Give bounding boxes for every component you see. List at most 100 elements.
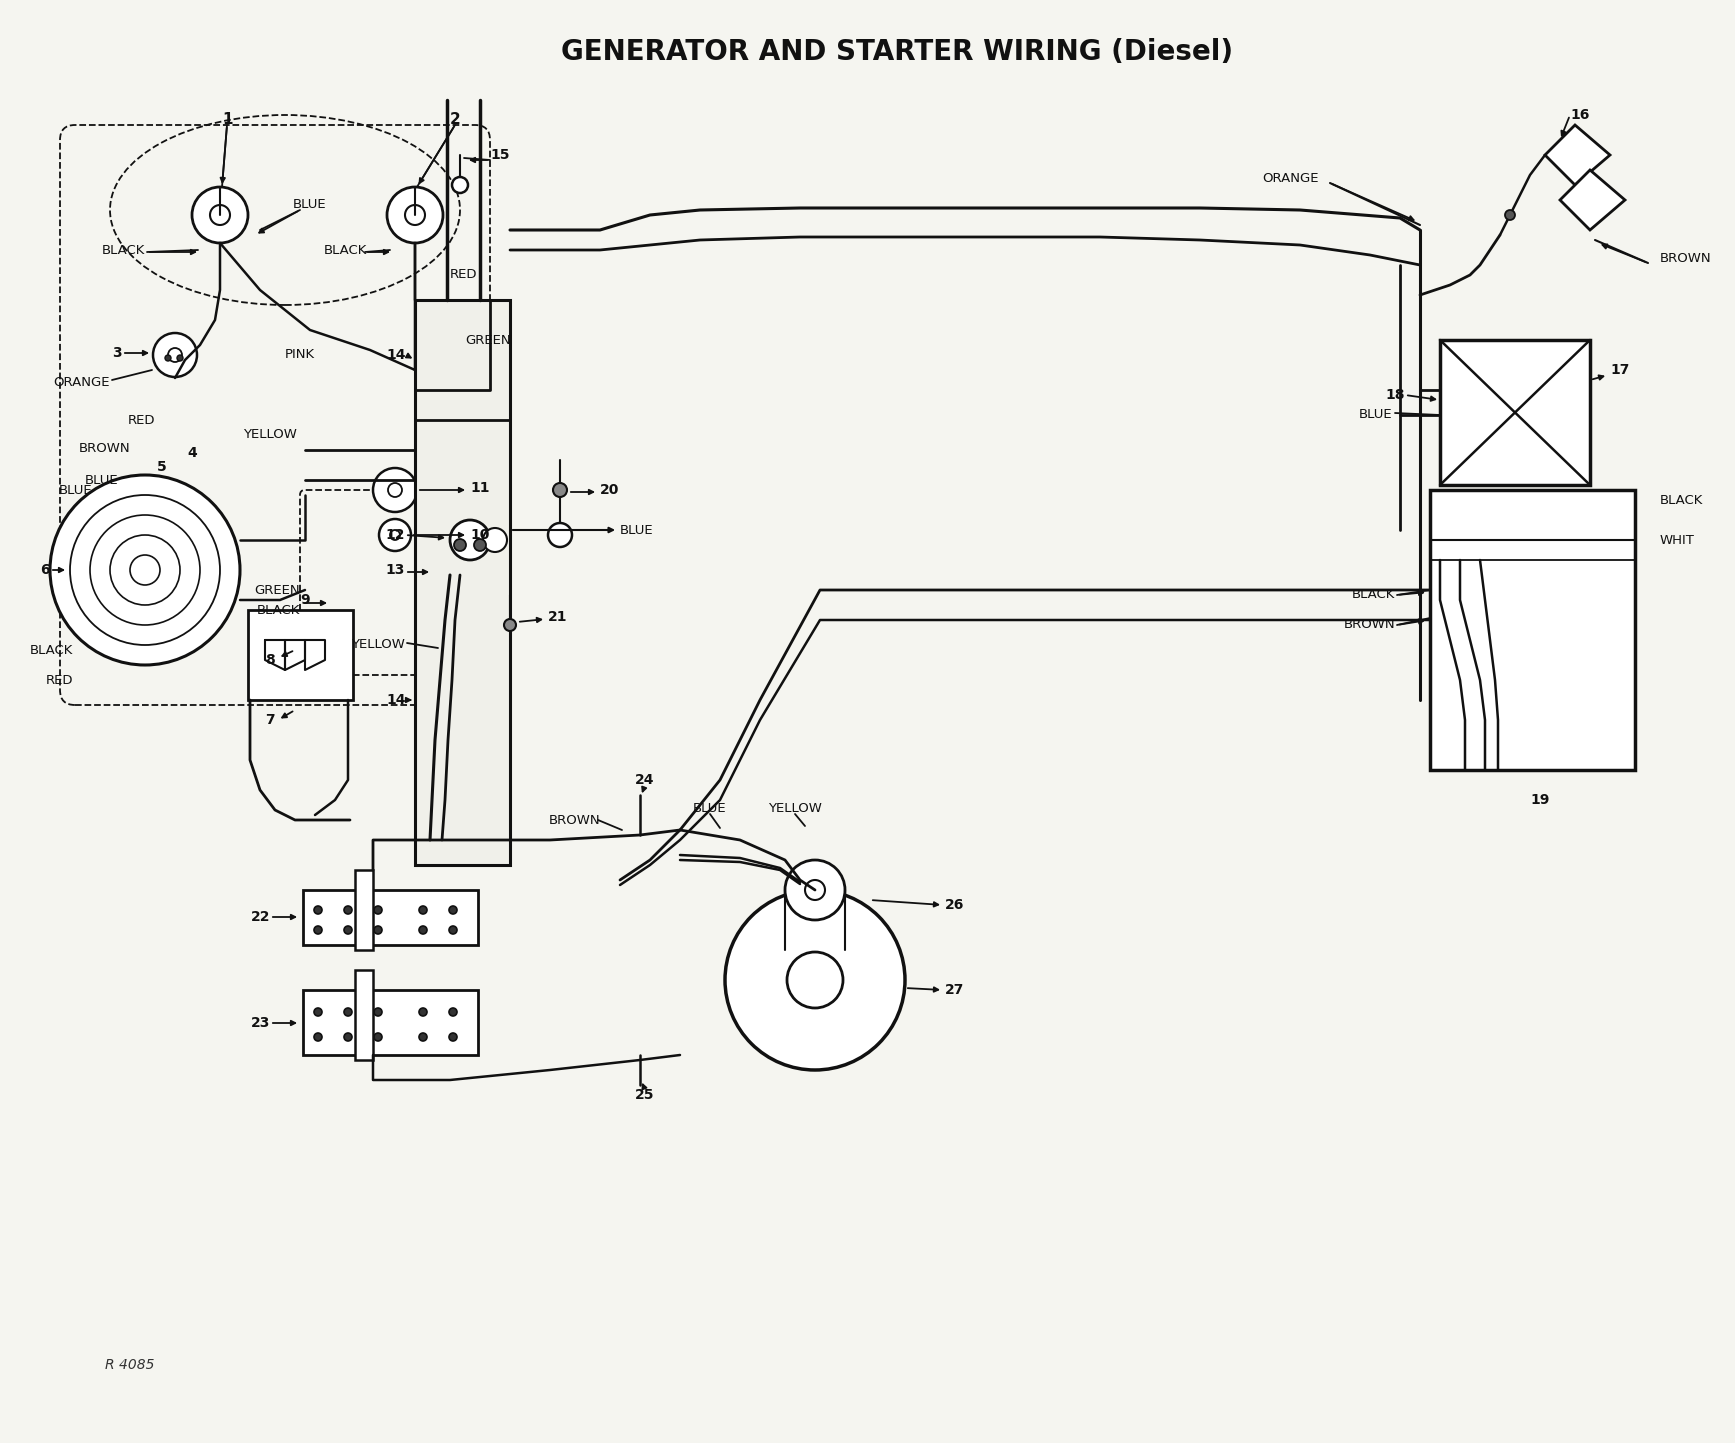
Text: BLUE: BLUE <box>619 524 654 537</box>
Text: 6: 6 <box>40 563 50 577</box>
Text: 1: 1 <box>222 113 232 127</box>
Text: RED: RED <box>449 268 477 281</box>
Text: BLACK: BLACK <box>257 603 300 616</box>
Circle shape <box>548 522 573 547</box>
Text: 5: 5 <box>158 460 167 473</box>
Circle shape <box>418 1009 427 1016</box>
Circle shape <box>378 519 411 551</box>
Text: BROWN: BROWN <box>1660 251 1712 264</box>
Text: BLACK: BLACK <box>102 244 146 257</box>
Circle shape <box>69 495 220 645</box>
Text: 3: 3 <box>113 346 121 359</box>
Text: 10: 10 <box>470 528 489 543</box>
Circle shape <box>453 177 468 193</box>
Circle shape <box>387 188 442 242</box>
Circle shape <box>109 535 180 605</box>
Text: 14: 14 <box>387 348 406 362</box>
Text: BLACK: BLACK <box>1660 494 1704 506</box>
Circle shape <box>168 348 182 362</box>
Circle shape <box>375 906 382 913</box>
Text: 27: 27 <box>946 983 965 997</box>
Bar <box>1430 491 1634 771</box>
Circle shape <box>344 926 352 934</box>
Text: YELLOW: YELLOW <box>243 429 297 442</box>
Circle shape <box>314 906 323 913</box>
Bar <box>304 990 479 1055</box>
Text: 26: 26 <box>946 898 965 912</box>
Text: RED: RED <box>127 414 154 427</box>
Circle shape <box>805 880 826 900</box>
Bar <box>356 870 373 949</box>
Text: 17: 17 <box>1610 364 1629 377</box>
Text: GREEN: GREEN <box>255 583 300 596</box>
Text: BLUE: BLUE <box>694 801 727 814</box>
Text: RED: RED <box>45 674 73 687</box>
Circle shape <box>50 475 239 665</box>
Text: 9: 9 <box>300 593 309 608</box>
Circle shape <box>344 1009 352 1016</box>
Circle shape <box>449 1033 456 1040</box>
Circle shape <box>418 1033 427 1040</box>
Text: BLACK: BLACK <box>323 244 366 257</box>
Text: YELLOW: YELLOW <box>769 801 822 814</box>
Circle shape <box>474 540 486 551</box>
Circle shape <box>449 519 489 560</box>
Circle shape <box>130 556 160 584</box>
Text: 12: 12 <box>385 528 404 543</box>
Circle shape <box>165 355 172 361</box>
Circle shape <box>314 1009 323 1016</box>
Circle shape <box>390 530 401 540</box>
Circle shape <box>449 1009 456 1016</box>
Circle shape <box>418 906 427 913</box>
Text: BLUE: BLUE <box>59 483 92 496</box>
Text: 11: 11 <box>470 481 489 495</box>
Text: 15: 15 <box>489 149 510 162</box>
Circle shape <box>503 619 515 631</box>
Polygon shape <box>1544 126 1610 185</box>
Text: PINK: PINK <box>285 349 316 362</box>
Text: 14: 14 <box>387 693 406 707</box>
Bar <box>1440 341 1589 485</box>
Circle shape <box>375 1009 382 1016</box>
Text: R 4085: R 4085 <box>106 1358 154 1372</box>
Circle shape <box>389 483 403 496</box>
Text: 22: 22 <box>250 911 271 924</box>
Text: WHIT: WHIT <box>1660 534 1695 547</box>
Circle shape <box>344 906 352 913</box>
Text: BROWN: BROWN <box>548 814 600 827</box>
Circle shape <box>375 926 382 934</box>
Text: BLACK: BLACK <box>1352 589 1395 602</box>
Circle shape <box>1504 211 1515 219</box>
Circle shape <box>193 188 248 242</box>
Circle shape <box>373 468 416 512</box>
Text: 19: 19 <box>1530 794 1549 807</box>
Text: BLUE: BLUE <box>293 199 326 212</box>
Text: ORANGE: ORANGE <box>54 375 109 388</box>
Circle shape <box>482 528 507 553</box>
Circle shape <box>725 890 906 1071</box>
Polygon shape <box>1560 170 1626 229</box>
Circle shape <box>458 341 467 349</box>
Text: GENERATOR AND STARTER WIRING (Diesel): GENERATOR AND STARTER WIRING (Diesel) <box>562 38 1234 66</box>
Circle shape <box>210 205 231 225</box>
Circle shape <box>404 205 425 225</box>
Circle shape <box>449 926 456 934</box>
Text: 20: 20 <box>600 483 619 496</box>
Text: BLACK: BLACK <box>29 644 73 657</box>
Text: 24: 24 <box>635 773 654 786</box>
Text: 7: 7 <box>265 713 274 727</box>
Text: ORANGE: ORANGE <box>1261 172 1319 185</box>
Circle shape <box>375 1033 382 1040</box>
Text: 4: 4 <box>187 446 196 460</box>
Bar <box>356 970 373 1061</box>
Text: BROWN: BROWN <box>1343 619 1395 632</box>
Text: 16: 16 <box>1570 108 1589 123</box>
Text: 2: 2 <box>449 113 462 127</box>
Circle shape <box>314 926 323 934</box>
Text: 18: 18 <box>1386 388 1405 403</box>
Circle shape <box>177 355 182 361</box>
Circle shape <box>553 483 567 496</box>
Text: BLUE: BLUE <box>1359 408 1391 421</box>
Bar <box>415 300 510 864</box>
Text: 25: 25 <box>635 1088 654 1102</box>
